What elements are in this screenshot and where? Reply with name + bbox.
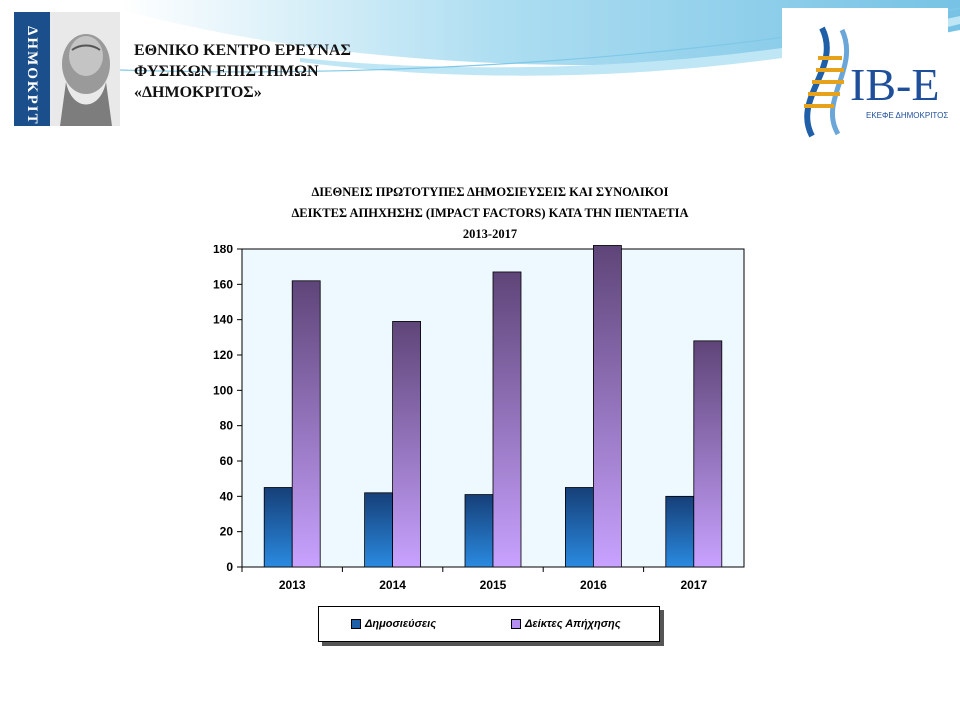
y-tick-label: 0 [226,560,233,574]
x-tick-label: 2015 [480,578,507,592]
institute-line-2: ΦΥΣΙΚΩΝ ΕΠΙΣΤΗΜΩΝ [134,63,319,80]
x-tick-label: 2014 [379,578,406,592]
legend-entry-impact: Δείκτες Απήχησης [511,618,621,630]
y-tick-label: 40 [220,489,234,503]
ib-e-logo: IB-E ΕΚΕΦΕ ΔΗΜΟΚΡΙΤΟΣ [782,8,948,140]
y-tick-label: 80 [220,419,234,433]
bar-impact-factor [492,271,522,568]
y-tick-label: 20 [220,525,234,539]
institute-line-1: ΕΘΝΙΚΟ ΚΕΝΤΡΟ ΕΡΕΥΝΑΣ [134,42,351,59]
chart-title-line-2: ΔΕΙΚΤΕΣ ΑΠΗΧΗΣΗΣ (IMPACT FACTORS) ΚΑΤΑ Τ… [291,206,689,220]
right-logo-subtext: ΕΚΕΦΕ ΔΗΜΟΚΡΙΤΟΣ [866,111,948,120]
legend-label-publications: Δημοσιεύσεις [365,618,437,630]
left-logo-text: ΔΗΜΟΚΡΙΤΟΣ [24,26,40,126]
bar-impact-factor [592,245,622,568]
x-tick-label: 2017 [680,578,707,592]
institute-name: ΕΘΝΙΚΟ ΚΕΝΤΡΟ ΕΡΕΥΝΑΣ ΦΥΣΙΚΩΝ ΕΠΙΣΤΗΜΩΝ … [134,40,351,103]
chart-title: ΔΙΕΘΝΕΙΣ ΠΡΩΤΟΤΥΠΕΣ ΔΗΜΟΣΙΕΥΣΕΙΣ ΚΑΙ ΣΥΝ… [190,182,790,245]
y-tick-label: 120 [213,348,233,362]
bar-publications [263,487,293,568]
y-tick-label: 180 [213,245,233,256]
chart-legend: Δημοσιεύσεις Δείκτες Απήχησης [318,606,660,642]
chart-title-line-3: 2013-2017 [462,227,518,241]
bar-publications [364,492,394,568]
institute-line-3: «ΔΗΜΟΚΡΙΤΟΣ» [134,84,262,101]
y-tick-label: 60 [220,454,234,468]
bar-publications [665,495,695,568]
legend-swatch-impact [511,619,521,629]
y-tick-label: 100 [213,383,233,397]
bar-publications [464,494,494,568]
y-tick-label: 160 [213,277,233,291]
legend-label-impact: Δείκτες Απήχησης [525,618,621,630]
y-tick-label: 140 [213,313,233,327]
bar-impact-factor [693,340,723,568]
bar-publications [564,487,594,568]
legend-swatch-publications [351,619,361,629]
bar-impact-factor [291,280,321,568]
chart-title-line-1: ΔΙΕΘΝΕΙΣ ΠΡΩΤΟΤΥΠΕΣ ΔΗΜΟΣΙΕΥΣΕΙΣ ΚΑΙ ΣΥΝ… [311,185,669,199]
right-logo-text: IB-E [850,59,939,110]
bar-chart: 0 20 40 60 80 100 120 140 160 180 2013 2014 2015 2016… [213,245,745,592]
bar-impact-factor [392,321,422,568]
legend-entry-publications: Δημοσιεύσεις [351,618,436,630]
democritus-logo: ΔΗΜΟΚΡΙΤΟΣ [14,12,120,126]
x-tick-label: 2013 [279,578,306,592]
x-tick-label: 2016 [580,578,607,592]
